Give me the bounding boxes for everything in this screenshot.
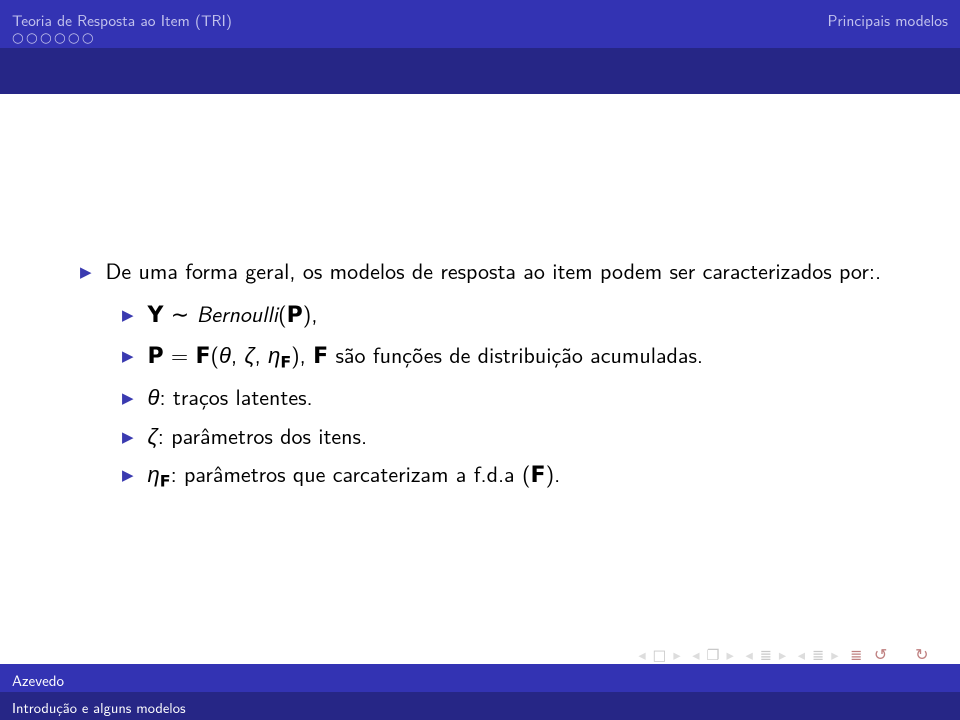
nav-next-icon[interactable]: ▸ bbox=[673, 648, 680, 664]
triangle-icon: ▶ bbox=[122, 426, 134, 448]
section-title-right: Principais modelos bbox=[827, 8, 948, 31]
nav-prev-icon[interactable]: ◂ bbox=[692, 648, 699, 664]
subbullet-2-text: P = F(θ, ζ, ηF), F são funções de distri… bbox=[148, 338, 900, 374]
bullet-top: ▶ De uma forma geral, os modelos de resp… bbox=[80, 254, 900, 287]
footer-author: Azevedo bbox=[12, 669, 64, 691]
footer-author-bar: Azevedo bbox=[0, 664, 960, 692]
subheader-bar bbox=[0, 48, 960, 94]
subbullet-5-text: ηF: parâmetros que carcaterizam a f.d.a … bbox=[148, 457, 900, 493]
nav-subsection-icon[interactable]: ❐ bbox=[707, 648, 720, 664]
footer-title: Introdução e alguns modelos bbox=[12, 697, 186, 718]
subbullet-4: ▶ ζ: parâmetros dos itens. bbox=[122, 419, 900, 452]
triangle-icon: ▶ bbox=[80, 261, 92, 283]
nav-next-icon[interactable]: ▸ bbox=[727, 648, 734, 664]
subbullet-4-text: ζ: parâmetros dos itens. bbox=[148, 419, 900, 452]
subbullet-2: ▶ P = F(θ, ζ, ηF), F são funções de dist… bbox=[122, 338, 900, 374]
beamer-nav-symbols: ◂ □ ▸ ◂ ❐ ▸ ◂ ≣ ▸ ◂ ≣ ▸ ≣ ↺ ↻ bbox=[635, 645, 932, 664]
subbullet-3: ▶ θ: traços latentes. bbox=[122, 380, 900, 413]
nav-forward-icon[interactable]: ↻ bbox=[915, 645, 928, 664]
triangle-icon: ▶ bbox=[122, 304, 134, 326]
slide-body: ▶ De uma forma geral, os modelos de resp… bbox=[0, 94, 960, 634]
nav-back-icon[interactable]: ↺ bbox=[874, 645, 887, 664]
nav-section-icon[interactable]: ≣ bbox=[760, 648, 772, 664]
nav-prev-icon[interactable]: ◂ bbox=[745, 648, 752, 664]
subbullet-1-text: Y ∼ Bernoulli(P), bbox=[148, 297, 900, 333]
triangle-icon: ▶ bbox=[122, 387, 134, 409]
nav-next-icon[interactable]: ▸ bbox=[779, 648, 786, 664]
triangle-icon: ▶ bbox=[122, 464, 134, 486]
subbullet-1: ▶ Y ∼ Bernoulli(P), bbox=[122, 297, 900, 333]
nav-next-icon[interactable]: ▸ bbox=[831, 648, 838, 664]
triangle-icon: ▶ bbox=[122, 345, 134, 367]
subbullet-5: ▶ ηF: parâmetros que carcaterizam a f.d.… bbox=[122, 457, 900, 493]
nav-doc-icon[interactable]: ≣ bbox=[812, 648, 824, 664]
section-title-left: Teoria de Resposta ao Item (TRI) bbox=[12, 8, 232, 31]
nav-goto-icon[interactable]: ≣ bbox=[850, 648, 862, 664]
subbullet-3-text: θ: traços latentes. bbox=[148, 380, 900, 413]
nav-prev-icon[interactable]: ◂ bbox=[638, 648, 645, 664]
nav-prev-icon[interactable]: ◂ bbox=[798, 648, 805, 664]
progress-dots: ○○○○○○ bbox=[12, 30, 96, 46]
nav-frame-icon[interactable]: □ bbox=[653, 648, 667, 664]
footer-title-bar: Introdução e alguns modelos bbox=[0, 692, 960, 720]
slide-header: Teoria de Resposta ao Item (TRI) Princip… bbox=[0, 0, 960, 48]
bullet-top-text: De uma forma geral, os modelos de respos… bbox=[106, 254, 900, 287]
